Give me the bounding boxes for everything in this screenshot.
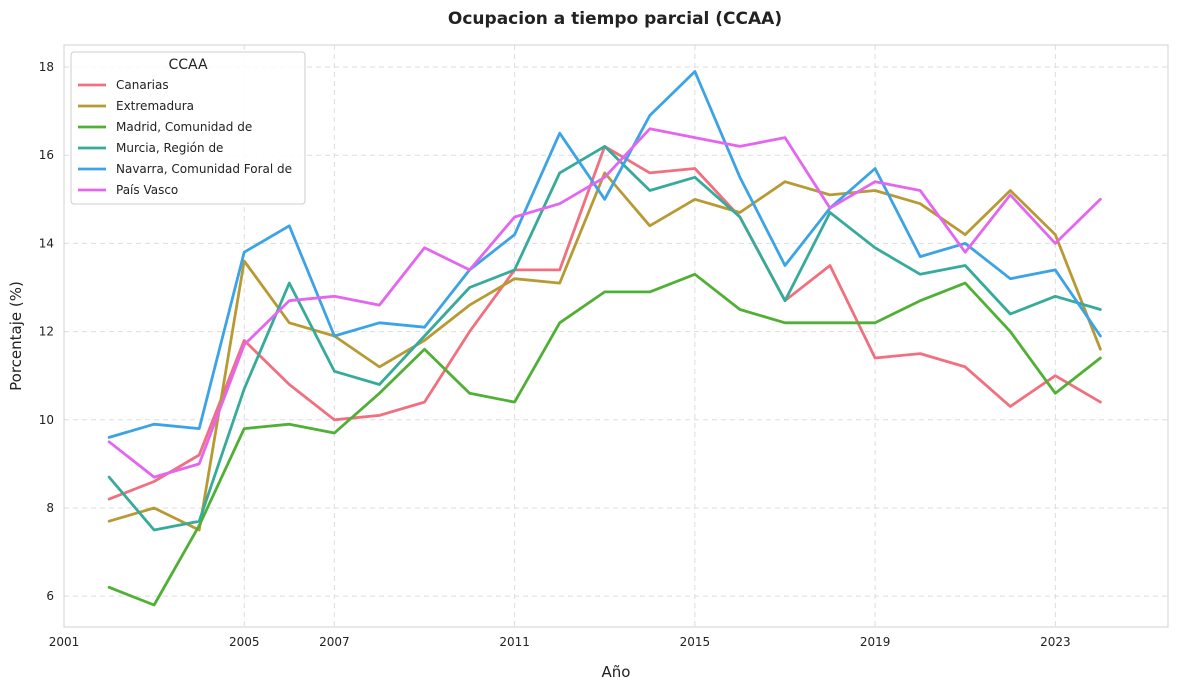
y-tick-label: 18	[39, 60, 54, 74]
series-line-1	[107, 171, 1102, 532]
legend-entry-label: Madrid, Comunidad de	[116, 120, 252, 134]
series-line-3	[107, 144, 1102, 532]
x-tick-label: 2005	[229, 635, 260, 649]
y-axis-label: Porcentaje (%)	[7, 281, 25, 391]
y-tick-label: 6	[46, 589, 54, 603]
x-tick-label: 2015	[680, 635, 711, 649]
x-tick-labels: 2001 2005 2007 2011 2015 2019 2023	[49, 635, 1071, 649]
x-tick-label: 2007	[319, 635, 350, 649]
legend-items: Canarias Extremadura Madrid, Comunidad de M…	[78, 78, 292, 197]
x-tick-label: 2023	[1040, 635, 1071, 649]
x-tick-label: 2019	[860, 635, 891, 649]
plot-frame	[63, 44, 1169, 628]
chart-title: Ocupacion a tiempo parcial (CCAA)	[448, 9, 782, 29]
series-line-2	[107, 272, 1102, 607]
legend-entry-label: Murcia, Región de	[116, 141, 223, 155]
legend-entry-label: País Vasco	[116, 183, 178, 197]
x-axis-label: Año	[602, 663, 631, 681]
legend-box	[70, 51, 306, 205]
y-tick-label: 8	[46, 501, 54, 515]
legend-entry-label: Extremadura	[116, 99, 194, 113]
y-tick-label: 14	[39, 236, 54, 250]
y-tick-label: 10	[39, 413, 54, 427]
series-line-5	[107, 127, 1102, 479]
legend-entry-label: Navarra, Comunidad Foral de	[116, 162, 292, 176]
x-tick-label: 2011	[499, 635, 530, 649]
y-tick-label: 16	[39, 148, 54, 162]
y-tick-label: 12	[39, 325, 54, 339]
x-tick-label: 2001	[49, 635, 80, 649]
legend: CCAA Canarias Extremadura Madrid, Comunida…	[70, 51, 306, 205]
series-layer	[107, 70, 1102, 607]
legend-entry-label: Canarias	[116, 78, 169, 92]
legend-title: CCAA	[168, 57, 208, 73]
y-tick-labels: 6 8 10 12 14 16 18	[39, 60, 54, 603]
series-line-4	[107, 70, 1102, 439]
